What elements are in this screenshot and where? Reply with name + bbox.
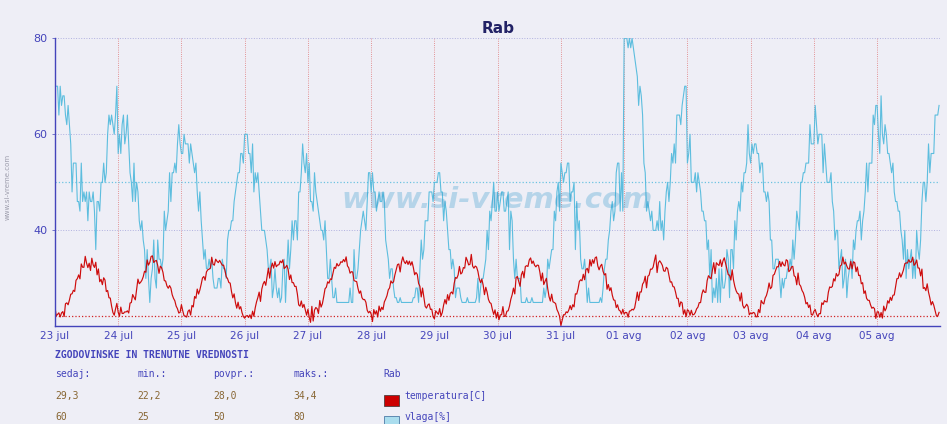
Text: 60: 60	[55, 412, 66, 422]
Text: 34,4: 34,4	[294, 391, 317, 401]
Text: maks.:: maks.:	[294, 369, 329, 379]
Text: 80: 80	[294, 412, 305, 422]
Text: 25: 25	[137, 412, 149, 422]
Title: Rab: Rab	[481, 21, 514, 36]
Text: 50: 50	[213, 412, 224, 422]
Text: 22,2: 22,2	[137, 391, 161, 401]
Text: ZGODOVINSKE IN TRENUTNE VREDNOSTI: ZGODOVINSKE IN TRENUTNE VREDNOSTI	[55, 350, 249, 360]
Text: vlaga[%]: vlaga[%]	[404, 412, 452, 422]
Text: sedaj:: sedaj:	[55, 369, 90, 379]
Text: min.:: min.:	[137, 369, 167, 379]
Text: povpr.:: povpr.:	[213, 369, 254, 379]
Text: www.si-vreme.com: www.si-vreme.com	[342, 186, 653, 214]
Text: www.si-vreme.com: www.si-vreme.com	[5, 153, 10, 220]
Text: Rab: Rab	[384, 369, 402, 379]
Text: 29,3: 29,3	[55, 391, 79, 401]
Text: temperatura[C]: temperatura[C]	[404, 391, 487, 401]
Text: 28,0: 28,0	[213, 391, 237, 401]
